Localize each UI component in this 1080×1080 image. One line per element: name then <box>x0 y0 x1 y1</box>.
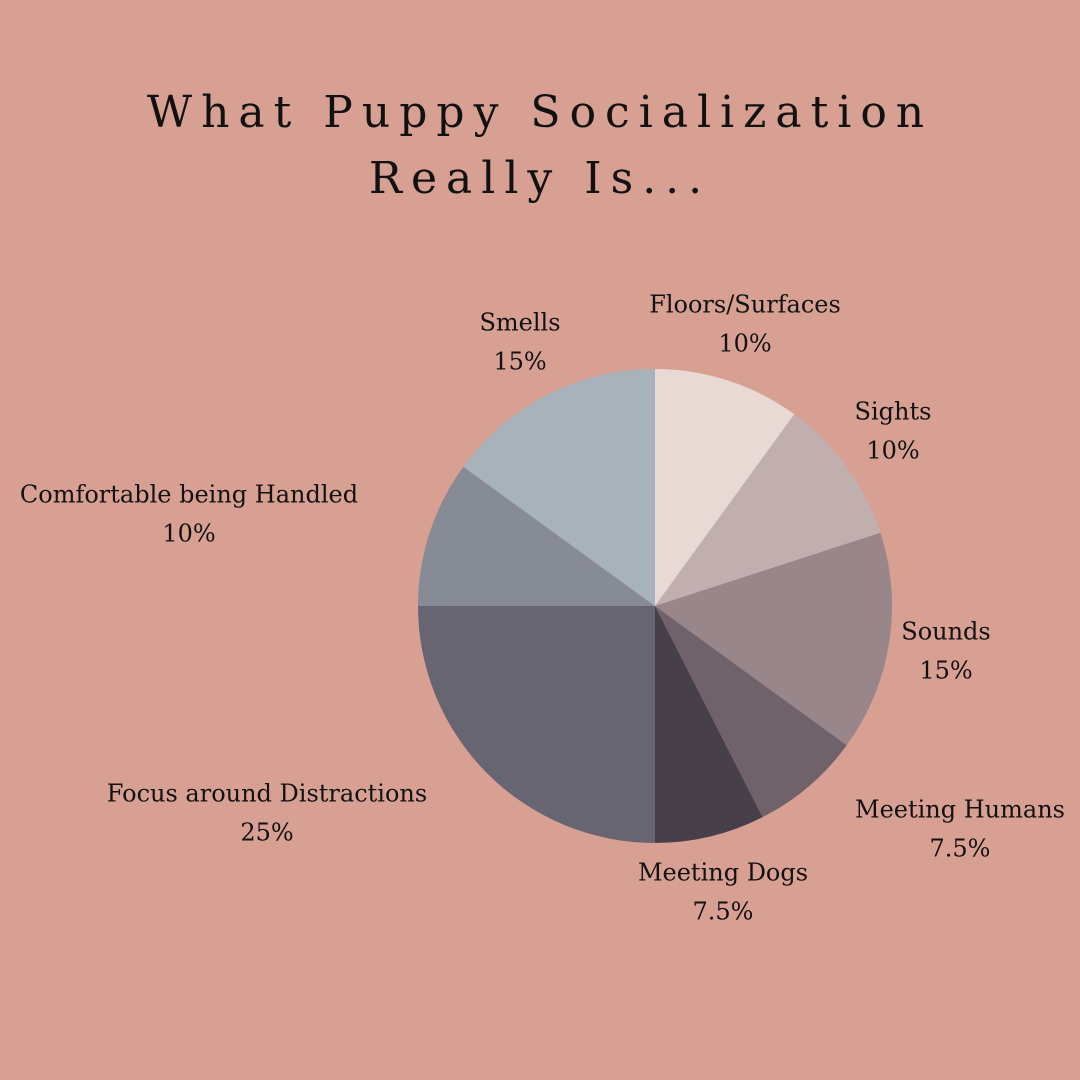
slice-label: Meeting Humans <box>855 796 1065 824</box>
slice-value-label: 10% <box>866 437 919 465</box>
pie-slice <box>655 606 763 843</box>
slice-label: Floors/Surfaces <box>649 291 841 319</box>
slice-label: Sights <box>855 398 932 426</box>
pie-slice <box>655 606 847 818</box>
slice-label: Sounds <box>901 618 990 646</box>
slice-value-label: 10% <box>718 330 771 358</box>
pie-slice <box>418 606 655 843</box>
slice-value-label: 15% <box>919 657 972 685</box>
pie-slice <box>655 369 795 606</box>
slice-value-label: 10% <box>162 520 215 548</box>
slice-value-label: 15% <box>493 348 546 376</box>
slice-label: Focus around Distractions <box>107 780 427 808</box>
slice-value-label: 25% <box>240 819 293 847</box>
slice-label: Comfortable being Handled <box>20 481 358 509</box>
slice-label: Meeting Dogs <box>638 859 808 887</box>
pie-slice <box>655 414 881 606</box>
chart-title: What Puppy Socialization Really Is... <box>146 87 934 204</box>
slice-value-label: 7.5% <box>693 898 754 926</box>
slice-label: Smells <box>479 309 560 337</box>
pie-slice <box>463 369 655 606</box>
slice-value-label: 7.5% <box>930 835 991 863</box>
pie-slice <box>655 532 892 746</box>
pie-slice <box>418 466 655 606</box>
